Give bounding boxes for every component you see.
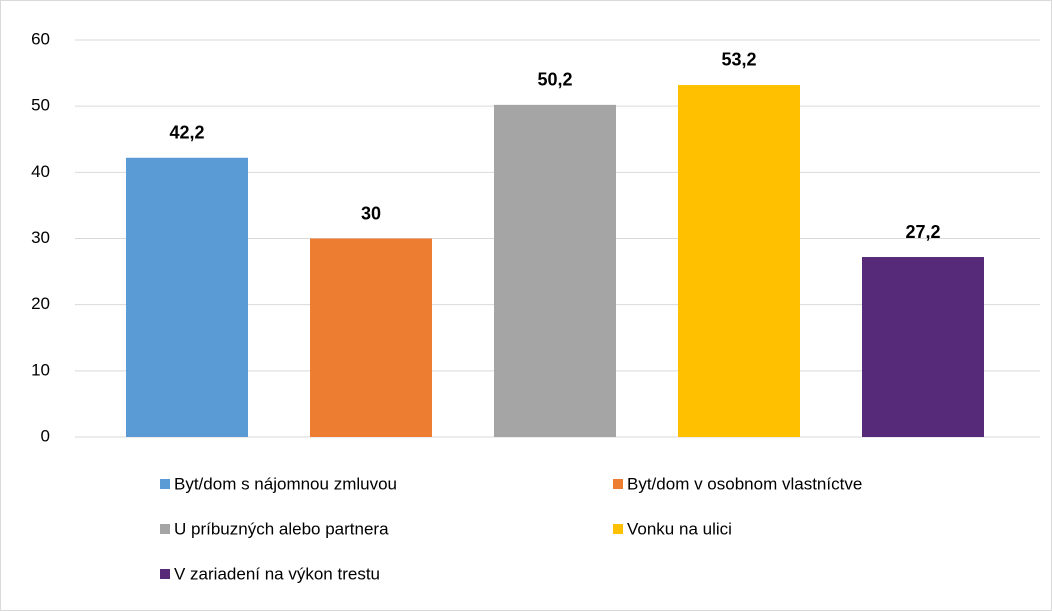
bar (126, 157, 248, 437)
data-label: 27,2 (905, 222, 940, 242)
y-tick-label: 60 (31, 29, 50, 48)
y-tick-label: 50 (31, 96, 50, 115)
legend-swatch (160, 569, 170, 579)
legend-label: Vonku na ulici (627, 519, 732, 538)
legend-swatch (160, 524, 170, 534)
y-tick-label: 20 (31, 294, 50, 313)
legend-label: Byt/dom s nájomnou zmluvou (174, 474, 397, 493)
legend-swatch (613, 524, 623, 534)
y-tick-label: 40 (31, 162, 50, 181)
data-label: 53,2 (721, 50, 756, 70)
y-tick-label: 0 (41, 426, 50, 445)
data-label: 42,2 (169, 123, 204, 143)
bar (494, 104, 616, 438)
data-label: 50,2 (537, 70, 572, 90)
bar (678, 84, 800, 437)
legend-swatch (613, 479, 623, 489)
bar (310, 238, 432, 437)
y-tick-label: 10 (31, 360, 50, 379)
legend-label: Byt/dom v osobnom vlastníctve (627, 474, 862, 493)
bar (862, 257, 984, 437)
y-tick-label: 30 (31, 228, 50, 247)
legend-swatch (160, 479, 170, 489)
legend-label: V zariadení na výkon trestu (174, 564, 380, 583)
data-label: 30 (361, 203, 381, 223)
legend-label: U príbuzných alebo partnera (174, 519, 389, 538)
